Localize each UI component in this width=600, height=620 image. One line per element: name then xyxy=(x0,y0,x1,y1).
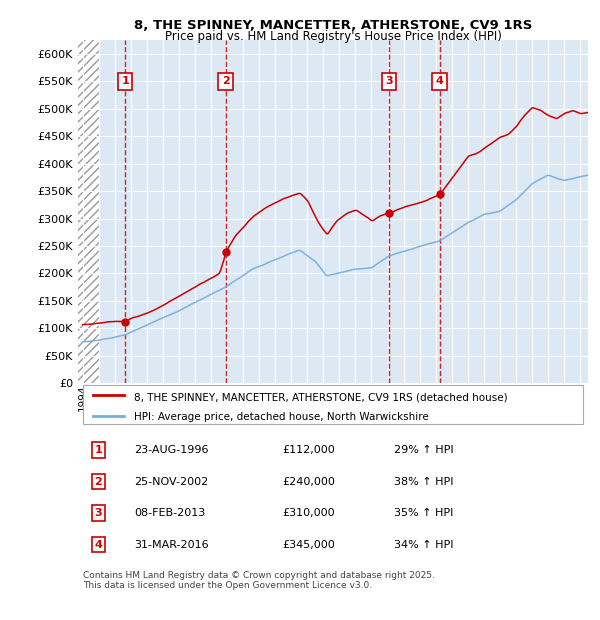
Text: £112,000: £112,000 xyxy=(282,445,335,455)
Text: 8, THE SPINNEY, MANCETTER, ATHERSTONE, CV9 1RS (detached house): 8, THE SPINNEY, MANCETTER, ATHERSTONE, C… xyxy=(134,392,508,402)
Text: 3: 3 xyxy=(95,508,102,518)
Text: 23-AUG-1996: 23-AUG-1996 xyxy=(134,445,209,455)
FancyBboxPatch shape xyxy=(83,386,583,424)
Text: 4: 4 xyxy=(94,539,103,550)
Text: 35% ↑ HPI: 35% ↑ HPI xyxy=(394,508,454,518)
Bar xyxy=(78,40,99,383)
Text: Contains HM Land Registry data © Crown copyright and database right 2025.
This d: Contains HM Land Registry data © Crown c… xyxy=(83,570,435,590)
Text: 8, THE SPINNEY, MANCETTER, ATHERSTONE, CV9 1RS: 8, THE SPINNEY, MANCETTER, ATHERSTONE, C… xyxy=(134,19,532,32)
Text: 38% ↑ HPI: 38% ↑ HPI xyxy=(394,477,454,487)
Text: £345,000: £345,000 xyxy=(282,539,335,550)
Text: 4: 4 xyxy=(436,76,443,86)
Text: 2: 2 xyxy=(95,477,102,487)
Text: 34% ↑ HPI: 34% ↑ HPI xyxy=(394,539,454,550)
Text: 2: 2 xyxy=(221,76,229,86)
Text: 3: 3 xyxy=(385,76,393,86)
Text: 31-MAR-2016: 31-MAR-2016 xyxy=(134,539,209,550)
Text: HPI: Average price, detached house, North Warwickshire: HPI: Average price, detached house, Nort… xyxy=(134,412,429,422)
Text: £240,000: £240,000 xyxy=(282,477,335,487)
Text: 29% ↑ HPI: 29% ↑ HPI xyxy=(394,445,454,455)
Text: £310,000: £310,000 xyxy=(282,508,335,518)
Text: 1: 1 xyxy=(121,76,129,86)
Text: 08-FEB-2013: 08-FEB-2013 xyxy=(134,508,205,518)
Text: 1: 1 xyxy=(95,445,102,455)
Text: 25-NOV-2002: 25-NOV-2002 xyxy=(134,477,208,487)
Text: Price paid vs. HM Land Registry's House Price Index (HPI): Price paid vs. HM Land Registry's House … xyxy=(164,30,502,43)
